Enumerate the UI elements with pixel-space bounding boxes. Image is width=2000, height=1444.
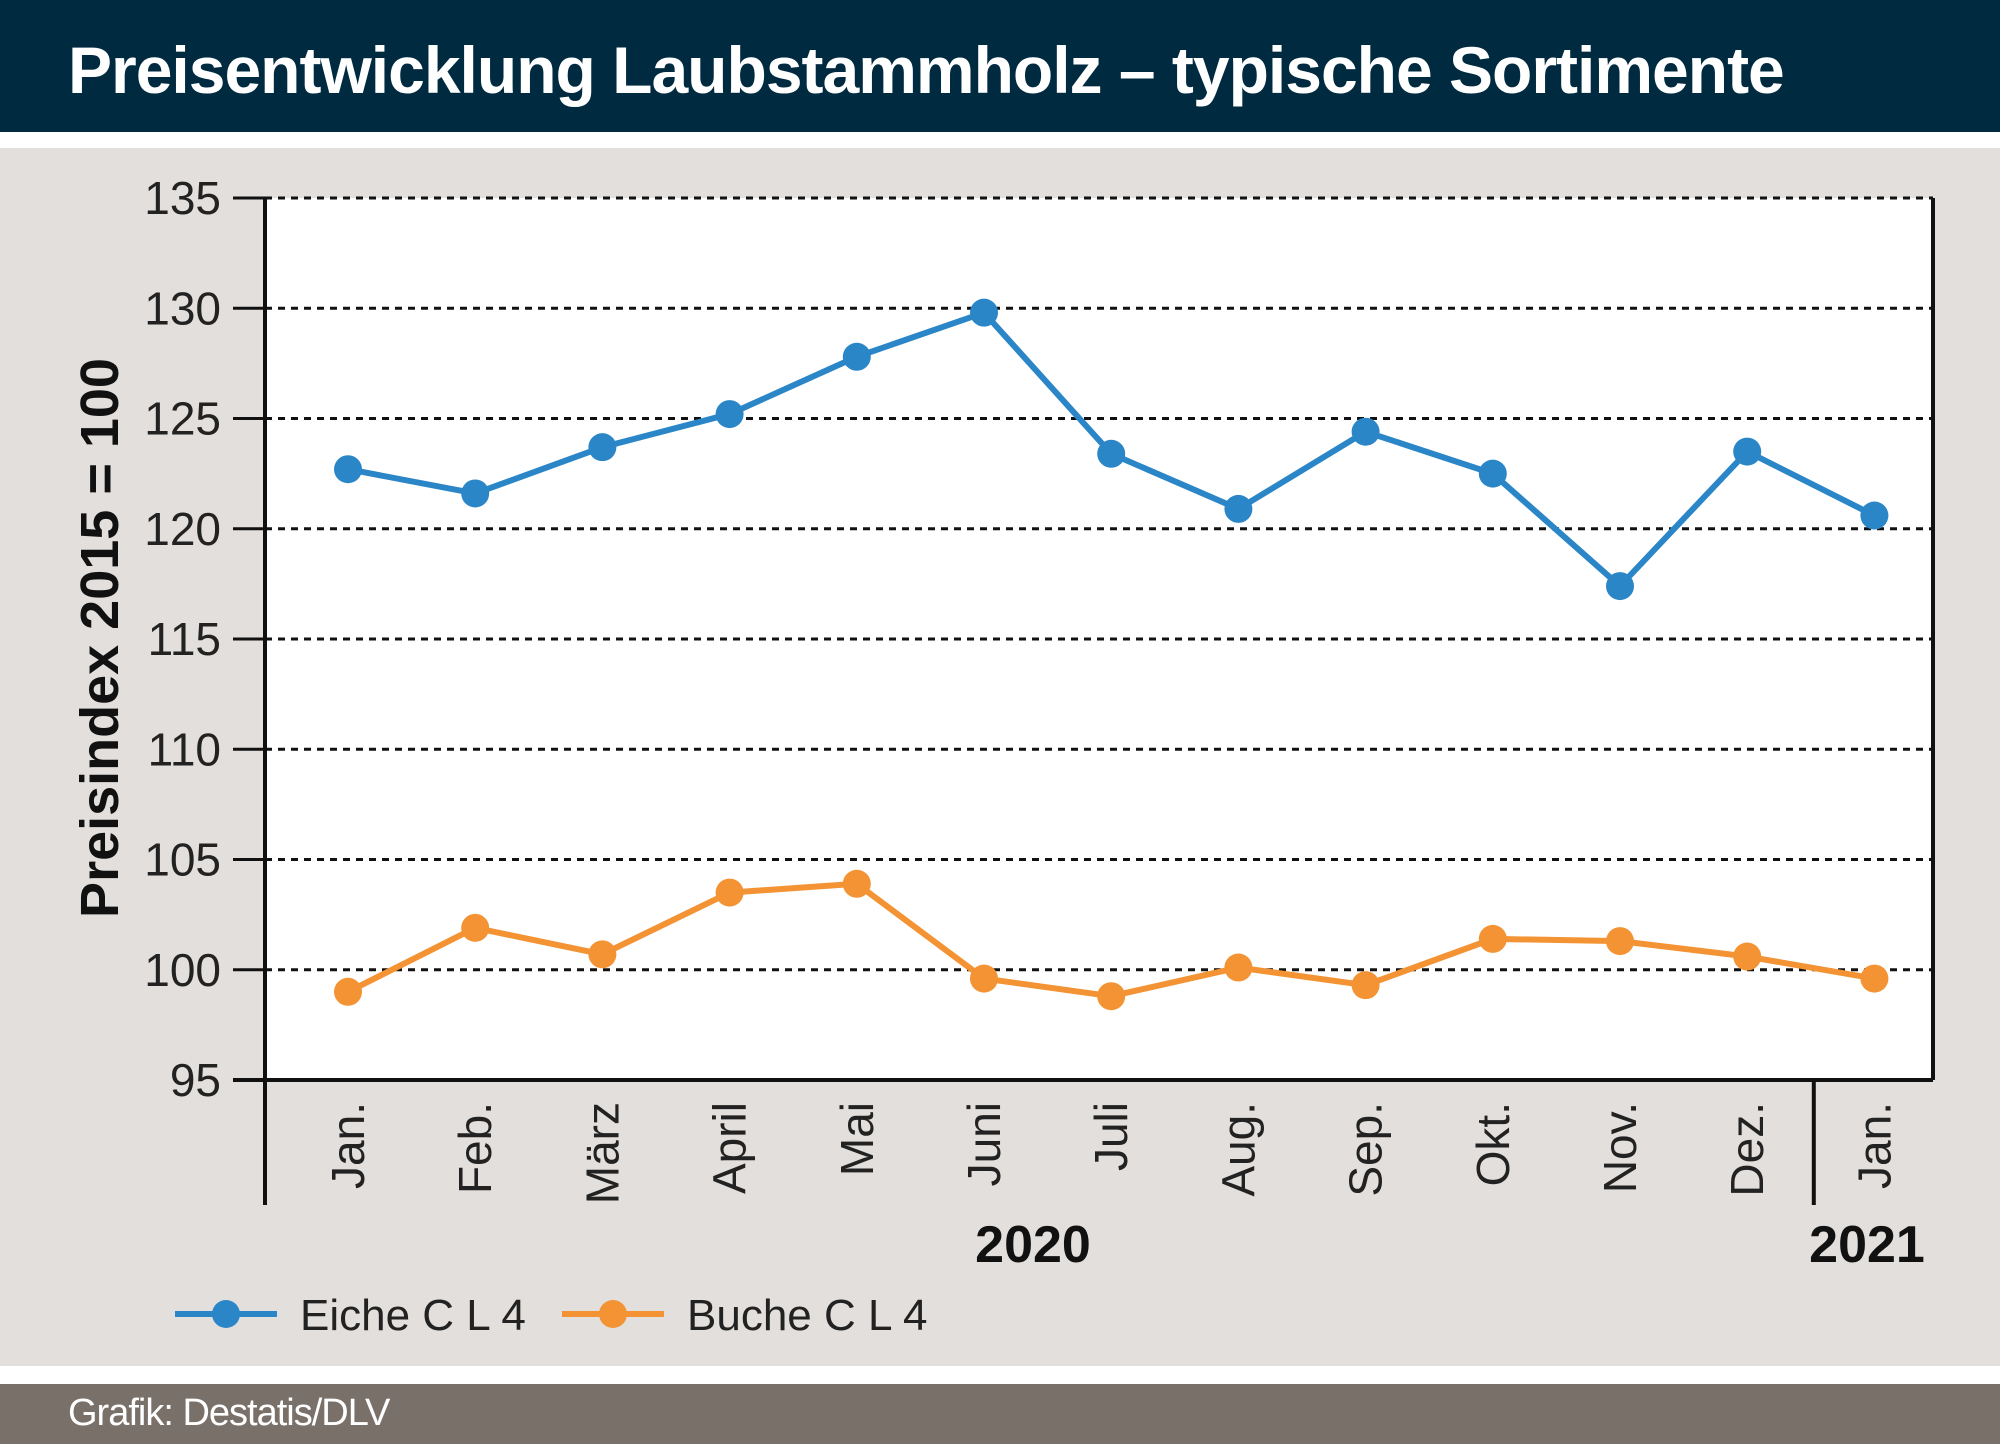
legend-label-1: Buche C L 4 bbox=[687, 1291, 928, 1340]
y-tick-label-95: 95 bbox=[170, 1054, 221, 1106]
x-tick-label-1: Feb. bbox=[449, 1102, 501, 1194]
data-point-0-6 bbox=[1097, 439, 1126, 468]
year-label-2020: 2020 bbox=[975, 1216, 1091, 1274]
y-axis-label: Preisindex 2015 = 100 bbox=[70, 358, 130, 918]
y-tick-label-120: 120 bbox=[144, 503, 221, 555]
source-credit: Grafik: Destatis/DLV bbox=[68, 1392, 390, 1434]
data-point-0-7 bbox=[1224, 494, 1253, 523]
data-point-0-3 bbox=[715, 400, 744, 429]
x-tick-label-9: Okt. bbox=[1467, 1102, 1519, 1186]
legend-marker-0 bbox=[212, 1300, 240, 1328]
x-tick-label-7: Aug. bbox=[1212, 1102, 1264, 1197]
data-point-0-4 bbox=[842, 342, 871, 371]
legend-marker-1 bbox=[599, 1300, 627, 1328]
x-tick-label-12: Jan. bbox=[1848, 1102, 1900, 1189]
data-point-1-5 bbox=[970, 964, 998, 993]
x-tick-label-11: Dez. bbox=[1721, 1102, 1773, 1197]
x-tick-labels: Jan. Feb. März April Mai Juni Juli Aug. Sep. Okt.… bbox=[322, 1102, 1900, 1204]
y-tick-label-125: 125 bbox=[144, 393, 221, 445]
y-tick-label-135: 135 bbox=[144, 172, 221, 224]
data-point-1-1 bbox=[461, 913, 490, 942]
data-point-1-9 bbox=[1478, 924, 1507, 953]
year-label-2021: 2021 bbox=[1809, 1216, 1925, 1274]
chart-title: Preisentwicklung Laubstammholz – typisch… bbox=[68, 33, 1785, 107]
data-point-0-10 bbox=[1606, 572, 1634, 601]
axes bbox=[233, 196, 1935, 1205]
y-tick-label-100: 100 bbox=[144, 944, 221, 996]
data-point-1-2 bbox=[588, 940, 617, 969]
data-point-0-2 bbox=[588, 433, 617, 462]
data-point-1-4 bbox=[842, 869, 871, 898]
data-point-0-1 bbox=[461, 479, 490, 508]
data-point-0-5 bbox=[970, 298, 998, 327]
y-tick-labels: 95 100 105 110 115 120 125 130 135 bbox=[144, 172, 221, 1106]
data-point-0-12 bbox=[1860, 501, 1889, 530]
x-tick-label-5: Juni bbox=[958, 1102, 1010, 1186]
y-tick-label-115: 115 bbox=[148, 613, 221, 665]
title-bar bbox=[0, 0, 2000, 132]
y-tick-label-110: 110 bbox=[148, 723, 221, 775]
data-point-1-6 bbox=[1097, 982, 1126, 1011]
x-tick-label-10: Nov. bbox=[1594, 1102, 1646, 1193]
x-tick-label-2: März bbox=[576, 1102, 628, 1204]
data-point-1-3 bbox=[715, 878, 744, 907]
x-tick-label-6: Juli bbox=[1085, 1102, 1137, 1171]
year-labels: 2020 2021 bbox=[975, 1216, 1925, 1274]
data-point-1-0 bbox=[334, 977, 362, 1006]
data-point-0-11 bbox=[1733, 437, 1762, 466]
y-tick-label-105: 105 bbox=[144, 834, 221, 886]
footer-bar bbox=[0, 1384, 2000, 1444]
data-point-1-8 bbox=[1351, 971, 1380, 1000]
data-point-0-9 bbox=[1478, 459, 1507, 488]
legend: Eiche C L 4 Buche C L 4 bbox=[175, 1291, 928, 1340]
data-point-1-7 bbox=[1224, 953, 1253, 982]
gridlines bbox=[265, 196, 1933, 972]
x-tick-label-3: April bbox=[704, 1102, 756, 1194]
data-point-1-10 bbox=[1606, 927, 1634, 956]
data-point-0-8 bbox=[1351, 417, 1380, 446]
series bbox=[334, 298, 1889, 1011]
x-tick-label-4: Mai bbox=[831, 1102, 883, 1176]
data-point-1-12 bbox=[1860, 964, 1889, 993]
x-tick-label-8: Sep. bbox=[1340, 1102, 1392, 1197]
x-tick-label-0: Jan. bbox=[322, 1102, 374, 1189]
y-tick-label-130: 130 bbox=[144, 282, 221, 334]
data-point-1-11 bbox=[1733, 942, 1762, 971]
data-point-0-0 bbox=[334, 455, 362, 484]
legend-label-0: Eiche C L 4 bbox=[300, 1291, 526, 1340]
